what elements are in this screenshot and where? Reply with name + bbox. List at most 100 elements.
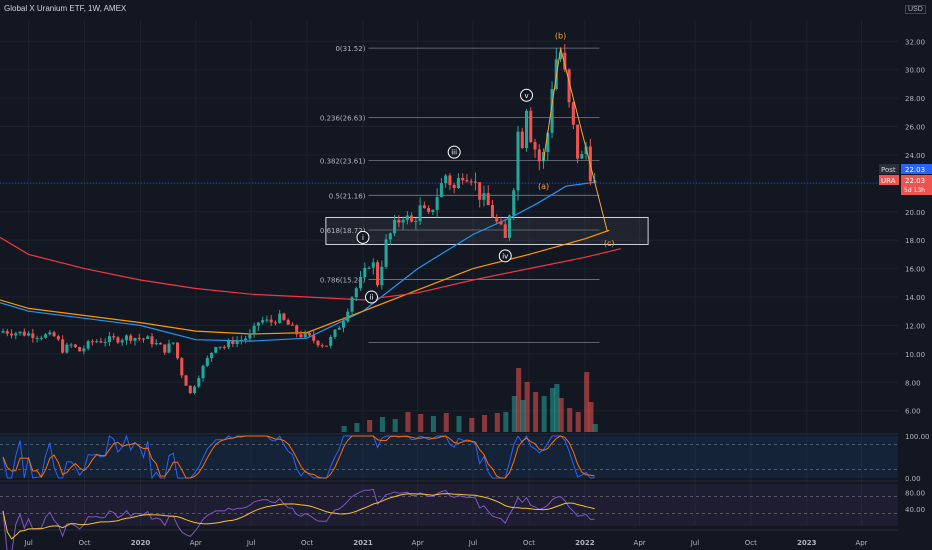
candle-body [201,365,205,379]
volume-bar [541,396,547,432]
candle-body [137,338,141,340]
candle-body [354,288,358,298]
candle-body [324,345,329,347]
candle-body [31,333,35,338]
volume-bar [516,368,522,432]
candle-body [1,331,5,333]
post-label: Post [881,166,896,174]
candle-body [273,322,277,324]
support-zone-box [325,216,649,245]
candle-body [422,205,426,209]
candle-body [282,313,286,320]
candle-body [129,335,133,341]
candle-body [478,182,482,200]
candle-body [27,333,31,336]
candle-body [222,346,226,348]
volume-bar [367,420,373,432]
candle-body [316,340,320,346]
candle-body [295,325,299,335]
y-tick-label: 14.00 [905,294,925,302]
x-tick-label: 2022 [575,539,595,547]
wave-label: iii [451,149,457,157]
candle-body [133,338,137,341]
x-tick-label: 2021 [353,539,373,547]
x-tick-label: Oct [78,539,90,547]
fibonacci-levels: 0(31.52) 0.236(26.63) 0.382(23.61) 0.5(21.1… [320,45,600,343]
volume-bar [554,384,560,432]
candle-body [78,347,82,352]
candle-body [405,215,409,220]
candle-body [341,321,346,328]
candle-body [299,334,303,338]
wave-label: ii [370,294,374,302]
currency-badge[interactable]: USD [905,5,926,14]
x-tick-label: Jul [468,539,478,547]
x-tick-label: Jul [690,539,700,547]
candle-body [107,336,111,342]
volume-bars [341,368,598,432]
candle-body [465,180,469,182]
fib-label: 0(31.52) [335,45,365,53]
volume-bar [533,392,539,432]
candle-body [533,142,537,150]
fib-label: 0.382(23.61) [320,158,366,166]
volume-bar [379,417,385,432]
candle-body [363,267,367,278]
y-tick-label: 6.00 [905,408,921,416]
candle-body [18,331,22,334]
candle-body [154,343,158,345]
candle-body [82,348,86,352]
volume-bar [584,372,590,432]
candle-body [337,327,341,330]
ura-value: 22.03 [905,177,925,185]
fib-label: 0.618(18.72) [320,227,366,235]
rsi-ma-line [2,493,595,540]
wave-circle [520,88,534,102]
candle-body [197,378,201,387]
post-tag [879,164,899,174]
candle-body [158,343,163,345]
candle-body [512,190,516,216]
candle-body [116,337,120,343]
candle-body [73,344,77,348]
candle-body [22,331,26,336]
candle-body [576,124,580,159]
candle-body [171,342,175,344]
candle-body [571,102,575,125]
candle-body [14,333,18,336]
candle-body [86,341,90,349]
candle-body [495,217,499,222]
volume-bar [354,423,360,432]
candle-body [410,215,414,222]
candle-body [307,333,311,336]
time-axis[interactable]: Jul Oct 2020 Apr Jul Oct 2021 Apr Jul Oct 2022 Apr J… [23,539,867,547]
fib-label: 0.786(15.24) [320,276,366,284]
y-tick-label: 20.00 [905,209,925,217]
candle-body [265,319,269,321]
y-tick-label: 12.00 [905,322,925,330]
volume-bar [503,412,509,432]
price-axis[interactable]: 6.00 8.00 10.00 12.00 14.00 16.00 18.00 20.00 22… [905,38,925,415]
wave-circle [447,145,461,159]
volume-bar [341,426,347,432]
candle-body [227,340,231,348]
candle-body [507,215,512,238]
candle-body [99,341,103,343]
y-tick-label: 30.00 [905,67,925,75]
candle-body [529,110,533,143]
candle-body [456,178,460,188]
stoch-d-line [2,435,595,479]
candle-body [112,336,116,338]
stoch-rsi-panel: 0.00 100.00 [0,433,930,483]
x-tick-label: Oct [301,539,313,547]
candle-body [210,352,214,359]
candle-body [516,131,520,191]
volume-bar [392,419,398,432]
candle-body [329,336,333,346]
candle-body [103,341,107,343]
candle-body [95,341,99,343]
candle-body [461,178,465,181]
candle-body [418,205,422,222]
